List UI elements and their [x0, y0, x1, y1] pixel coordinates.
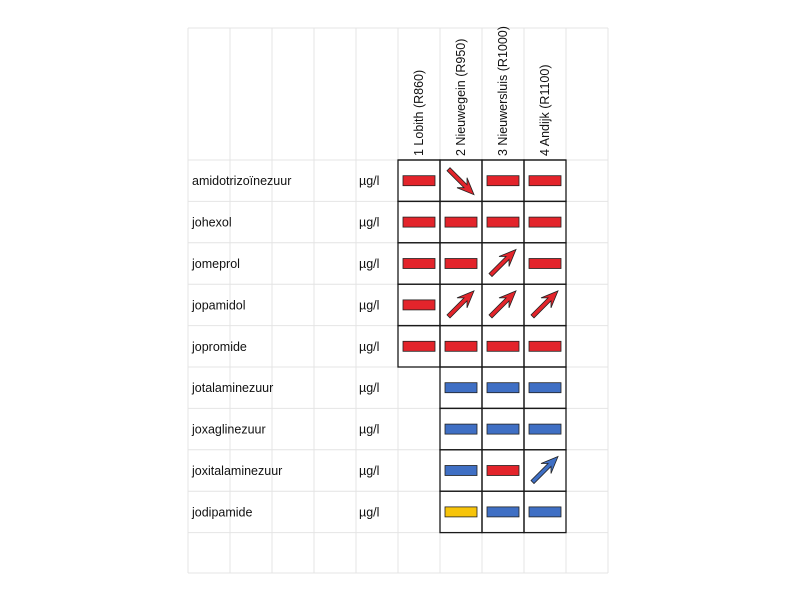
trend-bar-red: [528, 175, 562, 187]
trend-bar-blue: [486, 423, 520, 435]
trend-bar-red: [486, 175, 520, 187]
trend-bar-red: [402, 216, 436, 228]
row-unit: µg/l: [359, 381, 379, 395]
row-name: jopamidol: [191, 298, 246, 312]
trend-arrow-down-right: [446, 167, 475, 196]
row-name: johexol: [191, 216, 232, 230]
trend-bar-blue: [528, 423, 562, 435]
row-name: joxaglinezuur: [191, 423, 266, 437]
trend-bar-red: [402, 175, 436, 187]
trend-bar-blue: [444, 465, 478, 476]
trend-cells: [397, 159, 567, 534]
trend-bar-red: [402, 340, 436, 352]
trend-arrow-up-right: [530, 455, 559, 485]
trend-bar-red: [528, 340, 562, 352]
row-name: joxitalaminezuur: [191, 464, 282, 478]
row-unit: µg/l: [359, 340, 379, 354]
row-name: jodipamide: [191, 505, 253, 519]
trend-bar-red: [528, 258, 562, 269]
row-unit: µg/l: [359, 174, 379, 188]
row-name: amidotrizoïnezuur: [192, 174, 291, 188]
trend-bar-red: [444, 340, 478, 352]
trend-bar-red: [486, 340, 520, 352]
trend-arrow-up-right: [446, 290, 475, 319]
column-header: 2 Nieuwegein (R950): [454, 39, 468, 156]
trend-arrow-up-right: [530, 290, 559, 319]
row-unit: µg/l: [359, 257, 379, 271]
column-header: 1 Lobith (R860): [412, 70, 426, 156]
trend-arrow-up-right: [488, 248, 517, 278]
trend-bar-red: [444, 258, 478, 269]
trend-bar-yellow: [444, 506, 478, 518]
trend-bar-blue: [444, 382, 478, 394]
trend-bar-blue: [444, 423, 478, 435]
column-header: 4 Andijk (R1100): [538, 65, 552, 157]
trend-bar-red: [486, 465, 520, 476]
trend-bar-red: [402, 299, 436, 311]
trend-bar-red: [486, 216, 520, 228]
row-name: jomeprol: [191, 257, 240, 271]
trend-bar-red: [402, 258, 436, 269]
column-headers: 1 Lobith (R860) 2 Nieuwegein (R950) 3 Nieu…: [412, 26, 552, 156]
trend-bar-blue: [486, 506, 520, 518]
trend-arrow-up-right: [488, 290, 517, 319]
trend-bar-blue: [528, 506, 562, 518]
trend-bar-blue: [486, 382, 520, 394]
row-unit: µg/l: [359, 298, 379, 312]
row-labels: amidotrizoïnezuur µg/l johexol µg/l jomeprol…: [191, 174, 379, 519]
trend-bar-red: [528, 216, 562, 228]
row-unit: µg/l: [359, 464, 379, 478]
row-name: jopromide: [191, 340, 247, 354]
row-name: jotalaminezuur: [191, 381, 273, 395]
trend-cell: [523, 490, 567, 534]
row-unit: µg/l: [359, 216, 379, 230]
trend-bar-red: [444, 216, 478, 228]
column-header: 3 Nieuwersluis (R1000): [496, 26, 510, 156]
trend-bar-blue: [528, 382, 562, 394]
row-unit: µg/l: [359, 423, 379, 437]
row-unit: µg/l: [359, 505, 379, 519]
